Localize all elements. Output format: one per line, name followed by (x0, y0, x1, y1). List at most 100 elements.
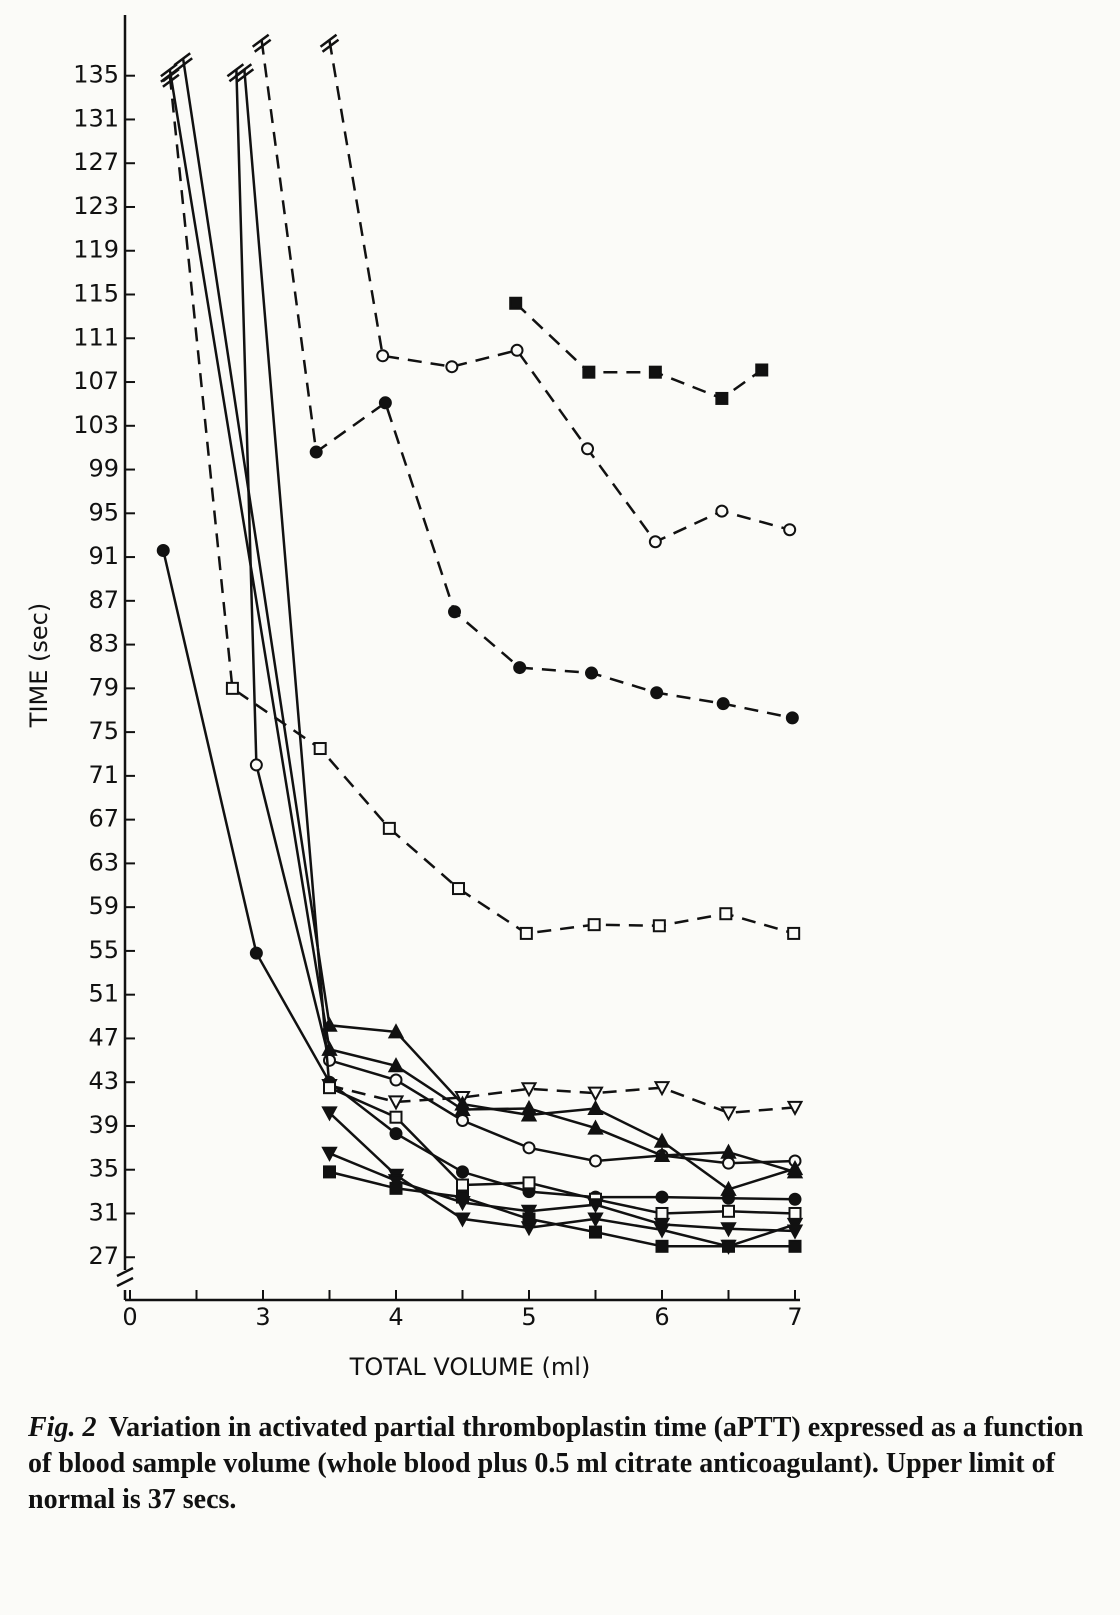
marker (520, 1082, 538, 1098)
marker (648, 535, 662, 549)
marker (321, 1106, 338, 1122)
marker (652, 919, 666, 933)
marker (587, 1212, 604, 1228)
y-tick-label: 55 (88, 936, 119, 964)
x-tick-label: 7 (787, 1303, 802, 1331)
marker (655, 1206, 669, 1220)
y-axis-label: TIME (sec) (25, 603, 53, 728)
marker (454, 1100, 471, 1117)
marker (452, 882, 466, 896)
marker (653, 1132, 671, 1148)
marker (653, 1146, 671, 1162)
marker (722, 1156, 735, 1170)
marker (587, 1099, 604, 1115)
marker (389, 1127, 403, 1141)
marker (520, 1099, 538, 1115)
x-tick-label: 5 (521, 1303, 536, 1331)
y-tick-label: 59 (88, 892, 119, 920)
series-line (260, 40, 793, 720)
series-line (168, 69, 796, 1174)
marker (719, 907, 733, 921)
marker (456, 1178, 469, 1192)
y-tick-label: 47 (88, 1023, 119, 1051)
series-line (235, 70, 796, 1165)
marker (519, 926, 533, 940)
y-tick-label: 27 (88, 1242, 119, 1270)
marker (755, 363, 769, 377)
caption-text: Variation in activated partial thrombopl… (28, 1412, 1084, 1515)
marker (587, 1119, 604, 1135)
y-tick-label: 103 (73, 411, 119, 439)
y-tick-label: 131 (73, 104, 119, 132)
marker (249, 758, 263, 772)
y-tick-label: 123 (73, 192, 119, 220)
marker (716, 697, 730, 711)
line-break (319, 33, 340, 53)
marker (249, 946, 263, 960)
marker (323, 1165, 336, 1179)
marker (376, 349, 390, 363)
marker (722, 1239, 735, 1253)
y-tick-label: 51 (88, 980, 119, 1008)
marker (456, 1165, 469, 1179)
y-tick-label: 31 (88, 1198, 119, 1226)
marker (720, 1222, 737, 1238)
marker (522, 1176, 536, 1190)
marker (653, 1081, 671, 1097)
marker (309, 445, 323, 459)
axis-break (116, 1266, 134, 1288)
series-line (243, 70, 796, 1215)
y-tick-label: 67 (88, 805, 119, 833)
marker (788, 1206, 802, 1220)
marker (382, 821, 396, 835)
marker (313, 742, 327, 756)
marker (445, 360, 459, 374)
y-tick-label: 87 (88, 586, 119, 614)
marker (387, 1095, 405, 1111)
marker (389, 1110, 403, 1124)
marker (454, 1212, 471, 1228)
marker (522, 1141, 536, 1155)
y-tick-label: 79 (88, 673, 119, 701)
marker (589, 1225, 602, 1239)
x-tick-label: 4 (388, 1303, 403, 1331)
marker (786, 1100, 804, 1116)
y-tick-label: 99 (88, 455, 119, 483)
marker (783, 523, 797, 537)
line-break (234, 63, 255, 83)
series-line (328, 40, 791, 544)
marker (720, 1143, 737, 1159)
marker (589, 1154, 602, 1168)
marker (454, 1196, 471, 1212)
line-break (160, 63, 180, 83)
x-tick-label: 0 (122, 1303, 137, 1331)
marker (587, 1086, 604, 1102)
y-tick-label: 115 (73, 280, 119, 308)
marker (785, 711, 799, 725)
y-tick-label: 43 (88, 1067, 119, 1095)
marker (715, 391, 729, 405)
marker (648, 365, 662, 379)
marker (653, 1217, 671, 1234)
x-tick-label: 6 (654, 1303, 669, 1331)
y-tick-label: 63 (88, 848, 119, 876)
y-tick-label: 39 (88, 1111, 119, 1139)
marker (389, 1073, 403, 1087)
marker (387, 1174, 405, 1190)
marker (587, 1198, 604, 1214)
marker (722, 1204, 735, 1218)
marker (156, 544, 170, 558)
marker (587, 918, 601, 932)
line-break (173, 52, 193, 72)
marker (786, 1224, 804, 1240)
marker (513, 661, 527, 675)
marker (720, 1180, 737, 1196)
y-tick-label: 107 (73, 367, 119, 395)
y-tick-label: 35 (88, 1155, 119, 1183)
y-tick-label: 95 (88, 498, 119, 526)
marker (520, 1204, 538, 1220)
x-tick-label: 3 (255, 1303, 270, 1331)
marker (225, 681, 239, 695)
marker (655, 1239, 669, 1253)
